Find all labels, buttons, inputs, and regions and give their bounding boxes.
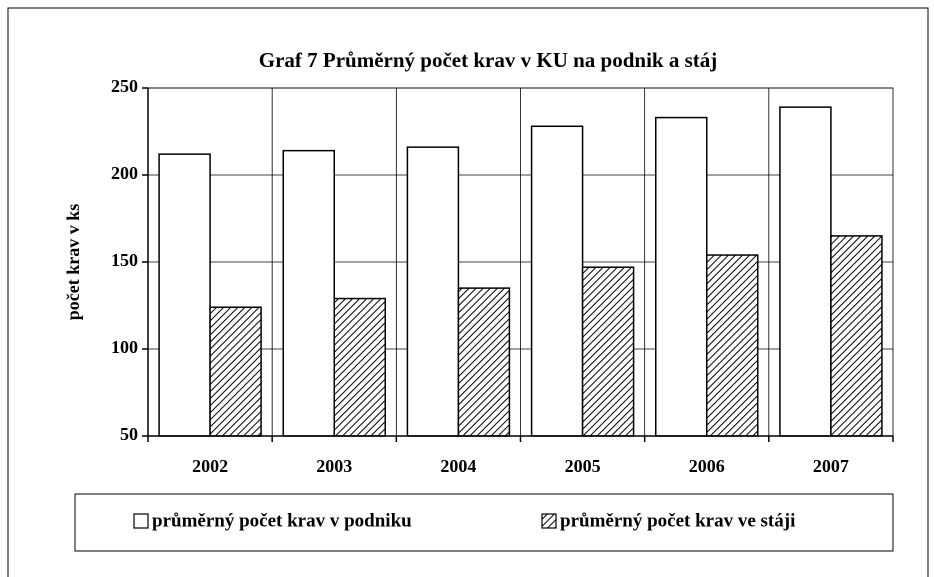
- legend-box: [74, 493, 894, 552]
- bar: [830, 235, 883, 437]
- x-tick-label: 2007: [813, 456, 849, 476]
- x-tick-label: 2006: [689, 456, 725, 476]
- y-axis-label: počet krav v ks: [63, 204, 83, 321]
- x-tick-label: 2005: [565, 456, 601, 476]
- bar: [333, 297, 386, 437]
- x-tick-label: 2002: [192, 456, 228, 476]
- legend-swatch: [133, 513, 149, 529]
- bar: [706, 254, 759, 437]
- y-tick-label: 50: [120, 424, 138, 444]
- bar: [209, 306, 262, 437]
- bar: [282, 149, 335, 437]
- y-tick-label: 200: [111, 163, 138, 183]
- y-tick-label: 250: [111, 76, 138, 96]
- y-tick-label: 150: [111, 250, 138, 270]
- bar: [655, 116, 708, 437]
- bar: [457, 287, 511, 437]
- y-tick-label: 100: [111, 337, 138, 357]
- chart-title: Graf 7 Průměrný počet krav v KU na podni…: [259, 48, 718, 72]
- x-tick-label: 2003: [316, 456, 352, 476]
- legend-label: průměrný počet krav ve stáji: [560, 510, 795, 531]
- legend-label: průměrný počet krav v podniku: [152, 510, 412, 531]
- bar: [406, 146, 460, 437]
- bar: [530, 125, 584, 437]
- x-tick-label: 2004: [440, 456, 476, 476]
- bar: [779, 106, 832, 437]
- bar: [158, 153, 211, 437]
- legend-swatch: [541, 513, 557, 529]
- bar: [581, 266, 635, 437]
